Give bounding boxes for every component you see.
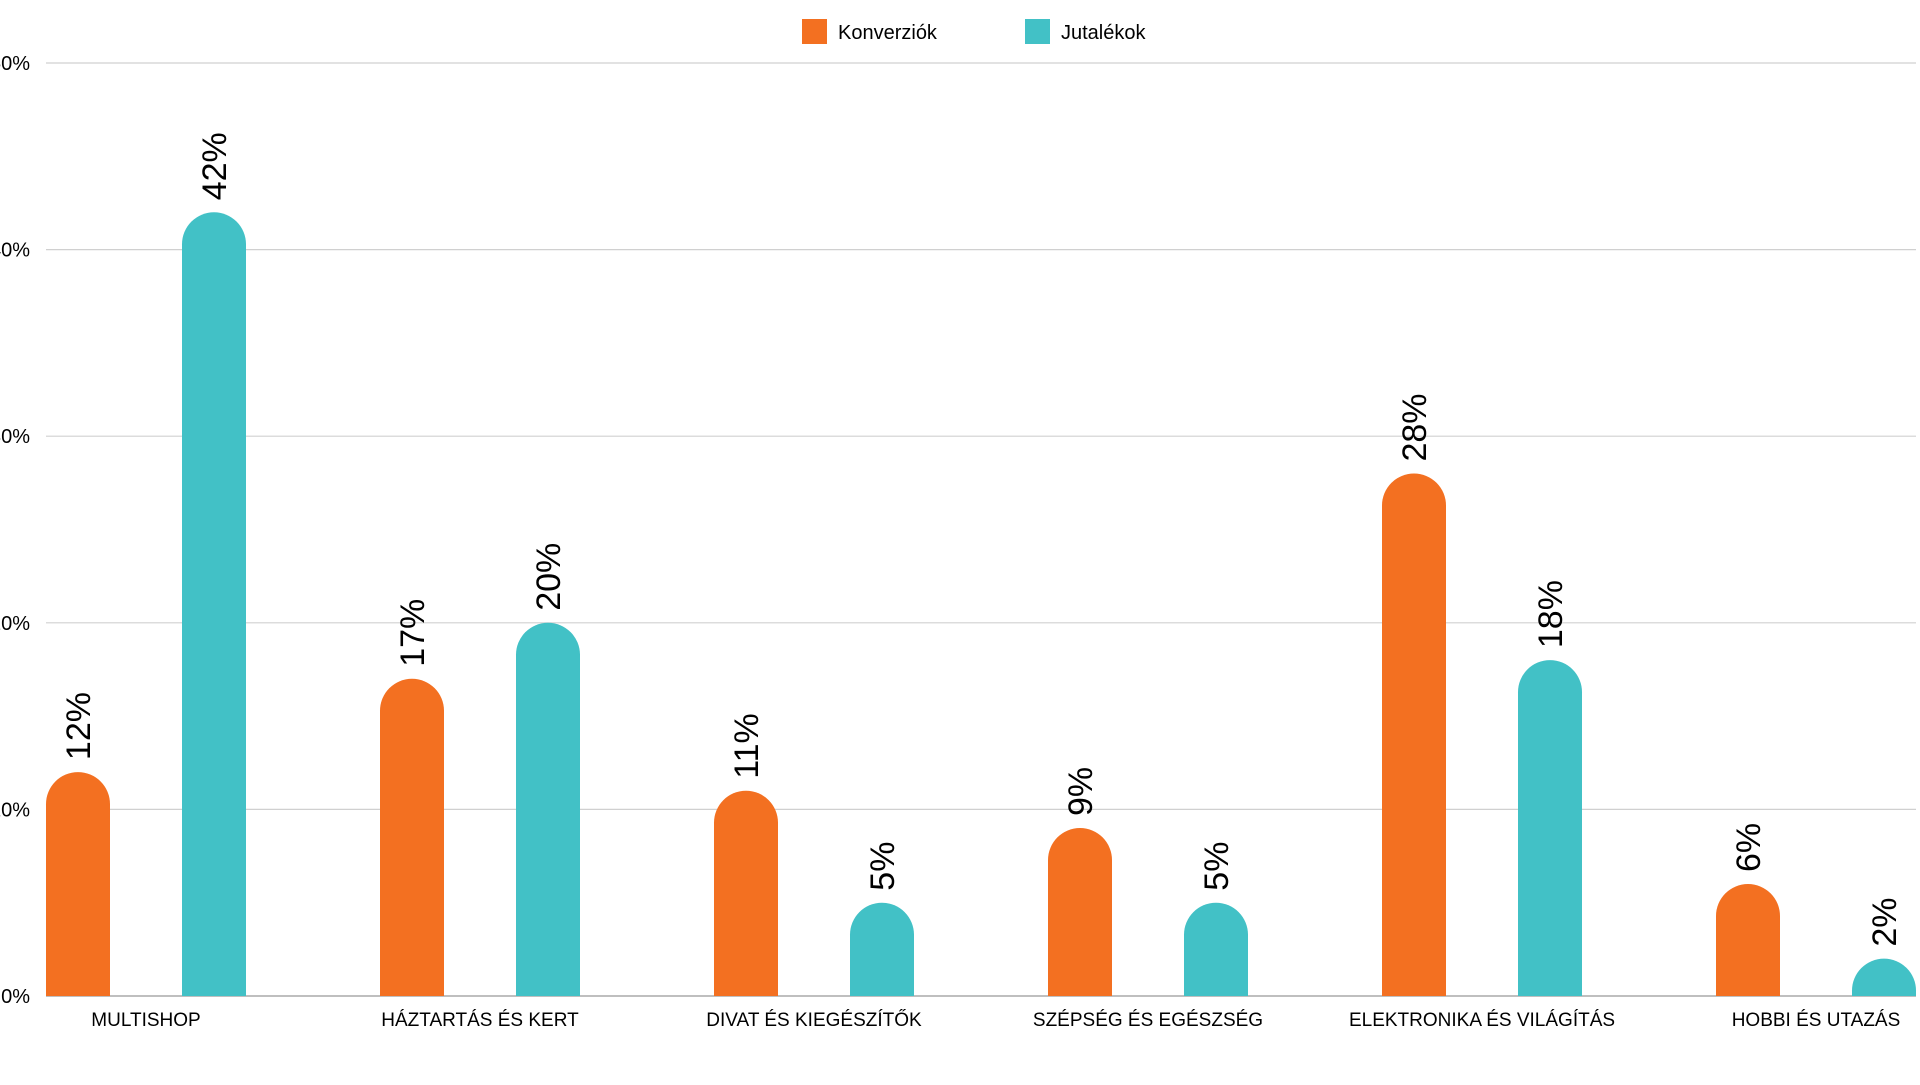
x-category-label: DIVAT ÉS KIEGÉSZÍTŐK xyxy=(706,1009,922,1031)
bar-jutalekok xyxy=(516,622,580,996)
bar-value-label: 2% xyxy=(1866,898,1904,947)
gridlines xyxy=(46,62,1916,997)
y-tick-label: 40% xyxy=(0,240,30,262)
bar-jutalekok xyxy=(850,902,914,996)
bar-konverziok xyxy=(46,772,110,996)
y-tick-label: 30% xyxy=(0,426,30,448)
bar-konverziok xyxy=(1048,828,1112,996)
bar-value-label: 5% xyxy=(864,842,902,891)
y-tick-label: 10% xyxy=(0,799,30,821)
bar-value-label: 12% xyxy=(60,692,98,760)
x-category-label: MULTISHOP xyxy=(91,1010,200,1031)
bar-konverziok xyxy=(1716,884,1780,996)
bar-value-label: 20% xyxy=(530,543,568,611)
bar-jutalekok xyxy=(182,212,246,996)
bar-value-label: 6% xyxy=(1730,823,1768,872)
bar-jutalekok xyxy=(1852,958,1916,996)
legend: Konverziók Jutalékok xyxy=(802,19,1146,44)
bar-value-label: 17% xyxy=(394,599,432,667)
legend-label: Konverziók xyxy=(838,22,938,44)
legend-swatch xyxy=(1025,19,1050,44)
x-axis-labels: MULTISHOP HÁZTARTÁS ÉS KERT DIVAT ÉS KIEGÉ… xyxy=(91,1009,1900,1031)
y-tick-label: 20% xyxy=(0,613,30,635)
bar-value-label: 28% xyxy=(1396,393,1434,461)
x-category-label: SZÉPSÉG ÉS EGÉSZSÉG xyxy=(1033,1010,1263,1031)
bar-konverziok xyxy=(380,678,444,996)
bar-konverziok xyxy=(714,790,778,996)
bars xyxy=(46,212,1916,996)
bar-value-label: 42% xyxy=(196,132,234,200)
x-category-label: HÁZTARTÁS ÉS KERT xyxy=(381,1010,579,1031)
legend-swatch xyxy=(802,19,827,44)
x-category-label: ELEKTRONIKA ÉS VILÁGÍTÁS xyxy=(1349,1010,1615,1031)
y-tick-label: 0% xyxy=(1,986,30,1008)
legend-label: Jutalékok xyxy=(1061,22,1146,44)
bar-value-label: 5% xyxy=(1198,842,1236,891)
bar-value-label: 9% xyxy=(1062,767,1100,816)
y-axis-ticks: 0% 10% 20% 30% 40% 50% xyxy=(0,53,30,1008)
bar-jutalekok xyxy=(1518,660,1582,996)
bar-value-label: 11% xyxy=(728,713,766,779)
bar-jutalekok xyxy=(1184,902,1248,996)
value-labels: 12% 17% 11% 9% 28% 6% 42% 20% 5% 5% 18% 2% xyxy=(60,132,1904,946)
bar-konverziok xyxy=(1382,473,1446,996)
bar-value-label: 18% xyxy=(1532,580,1570,648)
y-tick-label: 50% xyxy=(0,53,30,75)
x-category-label: HOBBI ÉS UTAZÁS xyxy=(1732,1010,1901,1031)
